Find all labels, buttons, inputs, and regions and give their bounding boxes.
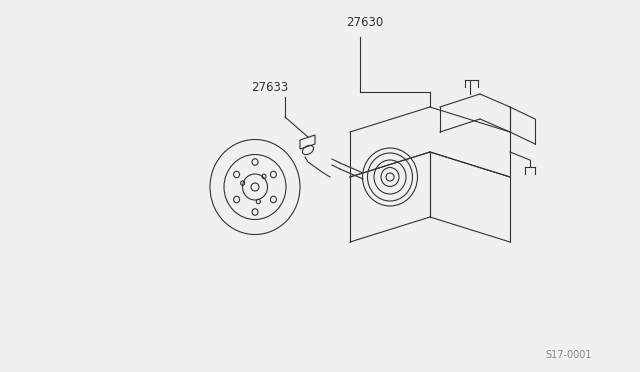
Text: S17-0001: S17-0001 bbox=[545, 350, 592, 360]
Text: 27630: 27630 bbox=[346, 16, 383, 29]
Text: 27633: 27633 bbox=[252, 81, 289, 94]
